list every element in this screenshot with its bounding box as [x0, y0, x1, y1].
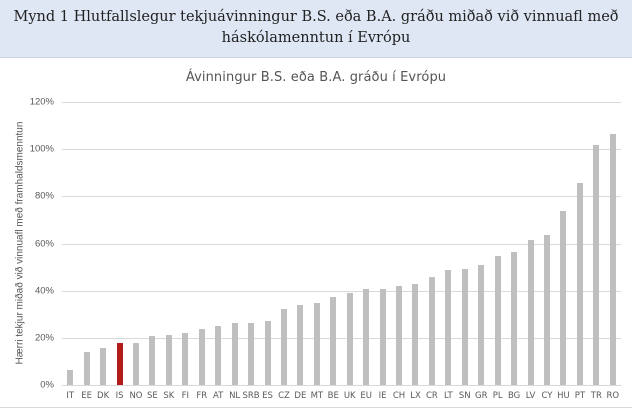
x-tick-label: RO	[606, 391, 620, 401]
x-tick-label: LV	[525, 391, 536, 401]
gridline	[62, 196, 621, 198]
gridline	[62, 385, 621, 386]
bar-se	[149, 336, 156, 385]
x-tick-label: ES	[262, 391, 273, 401]
x-tick-label: EE	[81, 391, 93, 401]
x-tick-label: GR	[475, 391, 488, 401]
gridline	[62, 243, 621, 245]
bar-nl	[231, 322, 238, 385]
bar-es	[264, 320, 271, 385]
bar-dk	[100, 347, 107, 385]
x-tick-label: IT	[66, 391, 75, 401]
y-tick-label: 80%	[34, 190, 54, 202]
bar-tr	[593, 145, 600, 385]
x-tick-label: DE	[294, 391, 307, 401]
bar-eu	[363, 288, 370, 385]
bar-fr	[198, 328, 205, 385]
x-tick-label: NL	[229, 391, 241, 401]
bar-bg	[511, 251, 518, 385]
bar-it	[67, 369, 74, 385]
figure-caption-line2: háskólamenntun í Evrópu	[221, 30, 411, 46]
bar-is	[116, 342, 123, 385]
x-tick-label: NO	[129, 391, 143, 401]
bar-gr	[478, 264, 485, 385]
x-tick-label: PL	[492, 391, 503, 401]
x-tick-label: TR	[590, 391, 602, 401]
y-tick-label: 100%	[29, 143, 54, 155]
bar-lv	[527, 240, 534, 385]
x-tick-label: SE	[147, 391, 158, 401]
x-tick-label: SK	[163, 391, 175, 401]
bar-pl	[494, 255, 501, 385]
x-tick-label: FI	[181, 391, 189, 401]
x-tick-label: MT	[310, 391, 324, 401]
bar-cy	[544, 235, 550, 385]
x-tick-label: CZ	[278, 391, 290, 401]
bar-ch	[396, 285, 403, 385]
x-tick-label: CR	[426, 391, 438, 401]
figure-caption-line1: Mynd 1 Hlutfallslegur tekjuávinningur B.…	[13, 9, 619, 25]
bar-sk	[165, 335, 172, 385]
gridline	[62, 149, 621, 151]
bar-srb	[248, 322, 255, 385]
x-tick-label: LT	[443, 391, 453, 401]
bar-ee	[83, 351, 90, 385]
x-tick-label: LX	[410, 391, 421, 401]
bottom-divider	[0, 407, 632, 408]
x-tick-label: CY	[541, 391, 553, 401]
gridline	[62, 337, 621, 339]
y-axis-label: Hærri tekjur miðað við vinnuafl með fram…	[14, 121, 26, 365]
x-tick-label: PT	[574, 391, 586, 401]
x-tick-label: IS	[115, 391, 124, 401]
figure-caption-band: Mynd 1 Hlutfallslegur tekjuávinningur B.…	[0, 0, 632, 58]
bar-hu	[560, 211, 567, 385]
x-tick-label: AT	[213, 391, 224, 401]
bar-cr	[428, 276, 435, 385]
bar-at	[215, 326, 222, 385]
x-tick-label: CH	[392, 391, 406, 401]
x-tick-label: DK	[97, 391, 110, 401]
gridline	[62, 290, 621, 292]
x-tick-label: IE	[378, 391, 387, 401]
bar-de	[297, 304, 304, 385]
bar-be	[330, 296, 337, 385]
bar-ro	[609, 134, 616, 385]
y-tick-label: 20%	[34, 332, 54, 344]
bar-fi	[182, 332, 189, 385]
y-tick-label: 0%	[40, 379, 54, 391]
bar-mt	[313, 302, 320, 385]
bar-lt	[445, 269, 452, 385]
bar-ie	[379, 288, 386, 385]
x-tick-label: FR	[196, 391, 208, 401]
bar-cz	[280, 308, 287, 385]
x-tick-label: BE	[327, 391, 339, 401]
chart-title: Ávinningur B.S. eða B.A. gráðu í Evrópu	[185, 70, 447, 85]
x-tick-label: UK	[343, 391, 356, 401]
plot-area	[62, 102, 621, 386]
figure-caption: Mynd 1 Hlutfallslegur tekjuávinningur B.…	[0, 7, 632, 49]
x-tick-label: HU	[557, 391, 570, 401]
y-tick-label: 40%	[34, 285, 54, 297]
y-tick-label: 60%	[34, 238, 54, 249]
gridline	[62, 102, 621, 103]
x-tick-label: SRB	[242, 391, 260, 401]
bar-no	[132, 342, 139, 385]
bar-pt	[576, 183, 583, 385]
bar-uk	[346, 292, 353, 385]
x-tick-label: BG	[507, 391, 521, 401]
y-tick-label: 120%	[29, 96, 54, 108]
x-tick-label: SN	[458, 391, 471, 401]
x-tick-label: EU	[360, 391, 372, 401]
bar-lx	[412, 284, 419, 385]
bar-sn	[461, 268, 468, 385]
